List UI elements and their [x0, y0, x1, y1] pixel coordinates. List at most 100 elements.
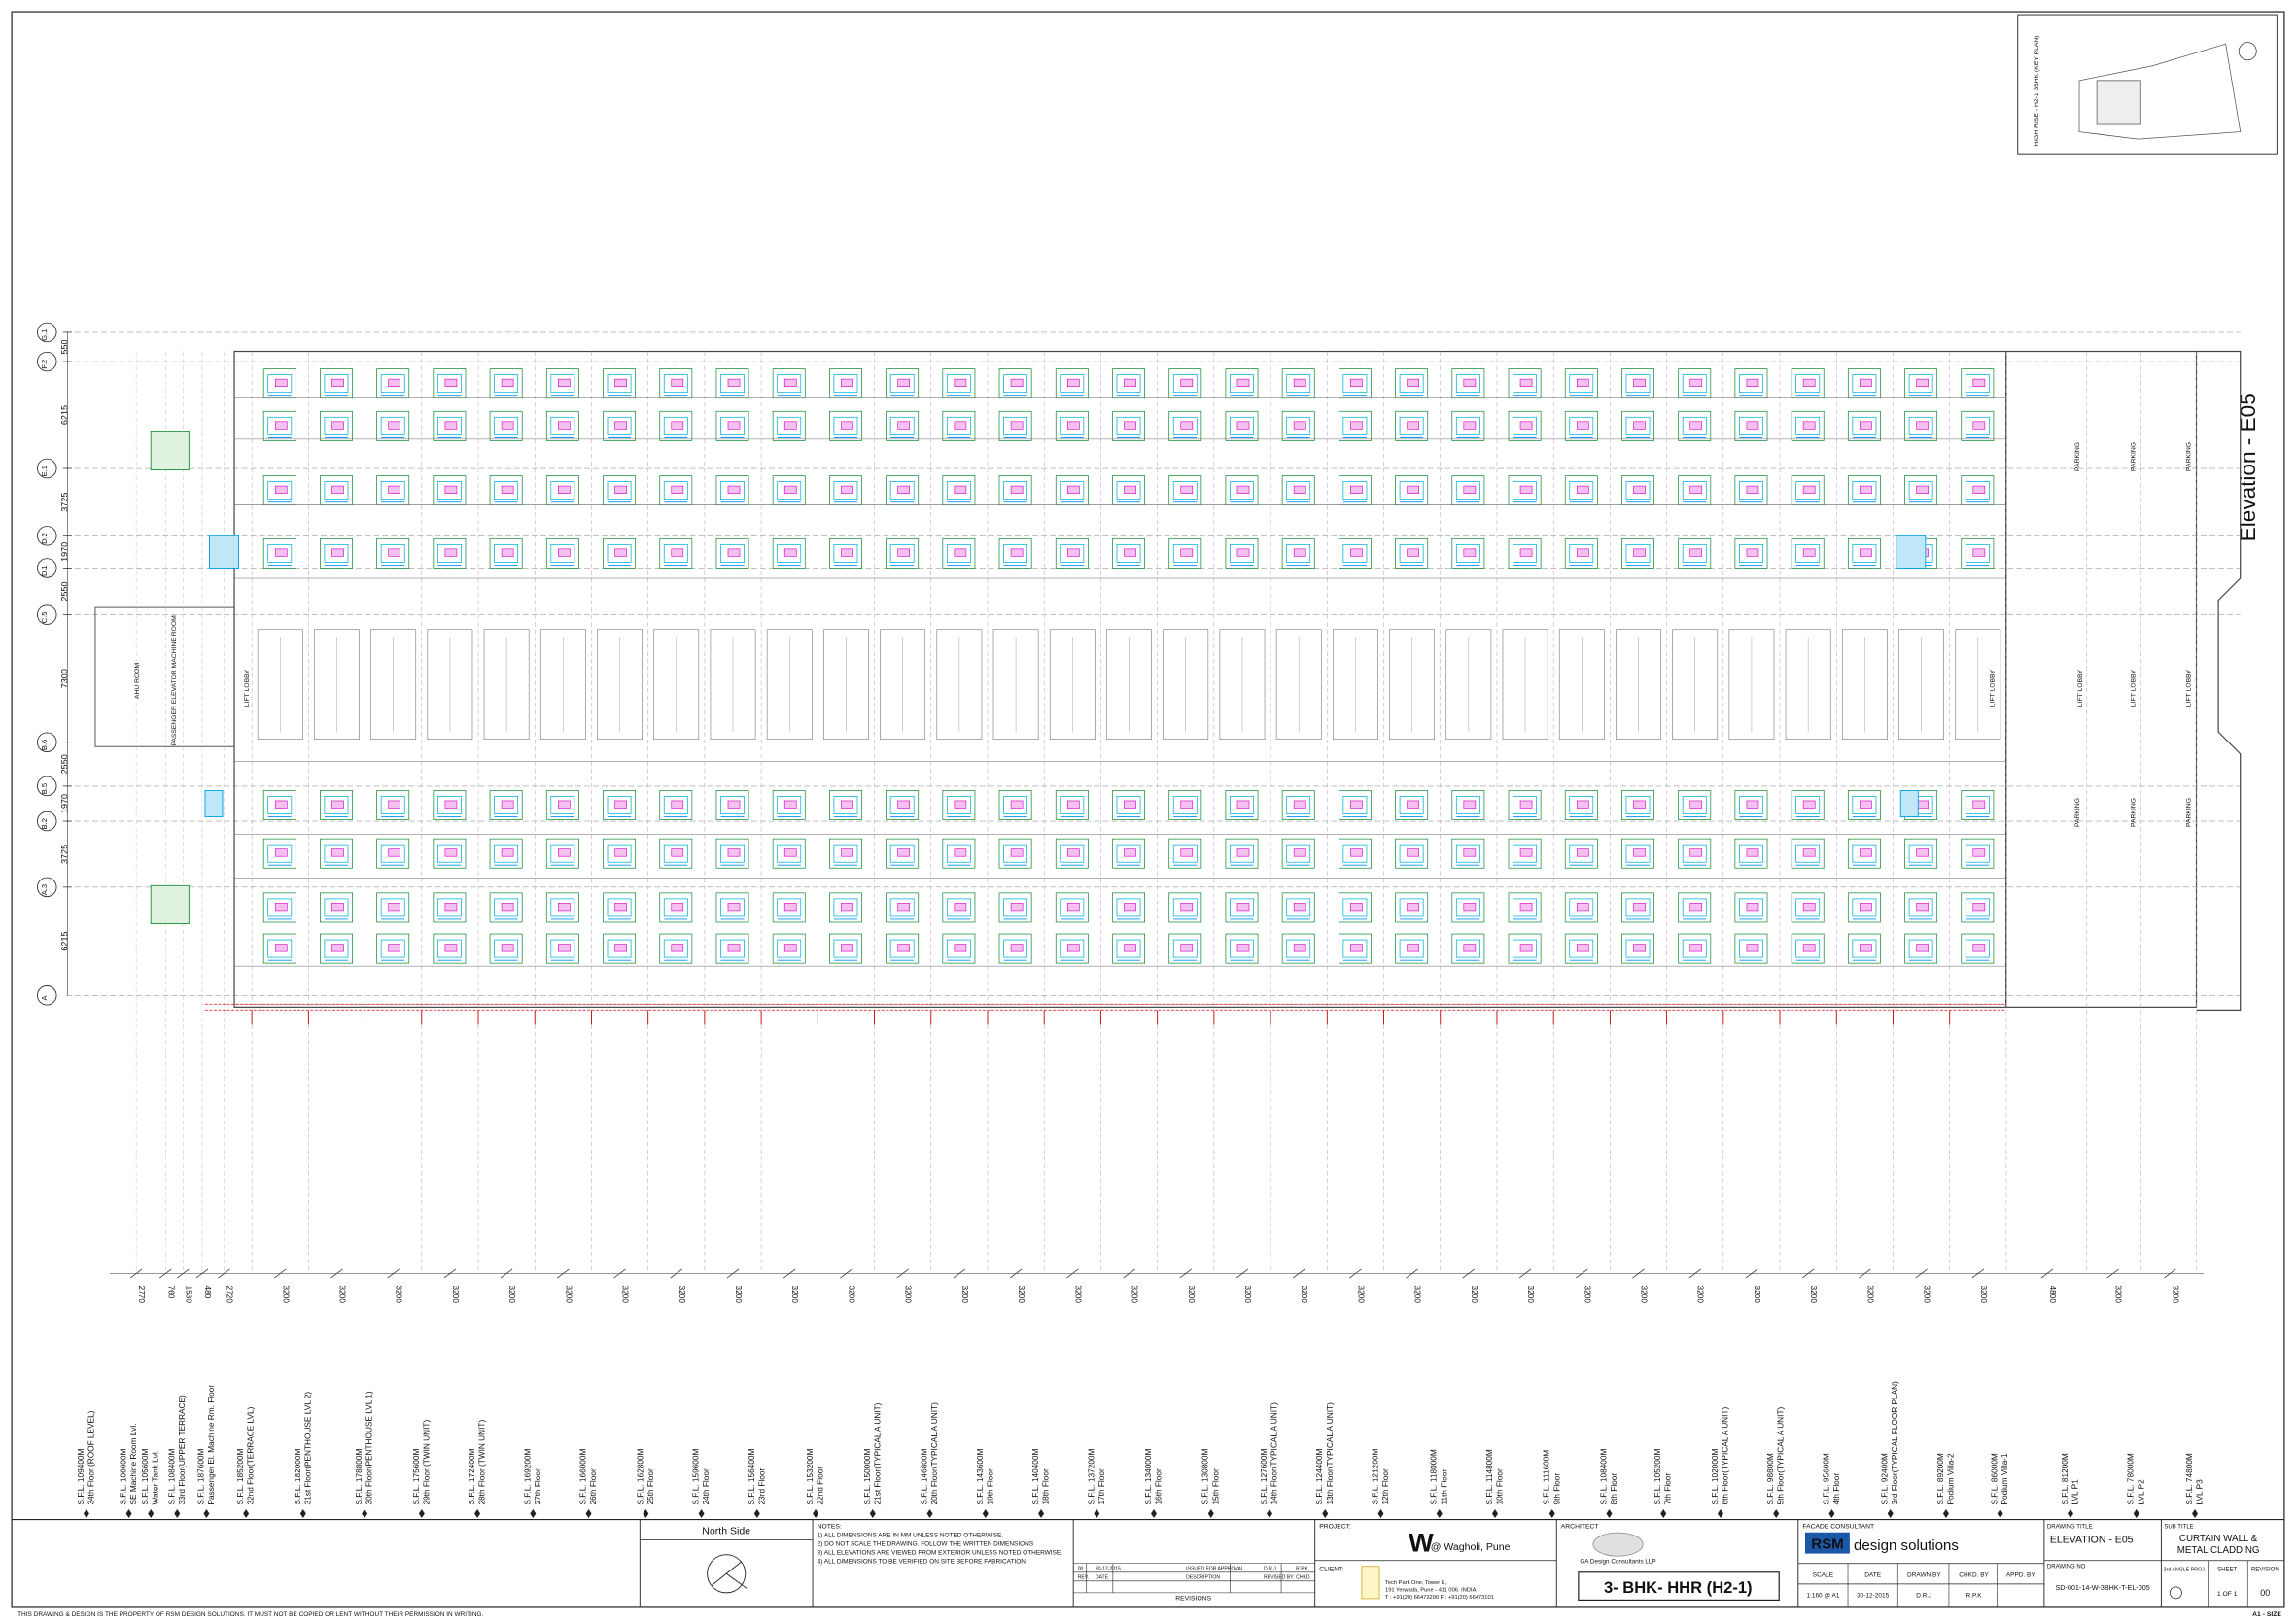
panel — [1802, 903, 1816, 912]
floor-level: S.F.L. 140400M — [1031, 1448, 1040, 1504]
floor-level: S.F.L. 137200M — [1087, 1448, 1096, 1504]
window-unit — [262, 892, 296, 923]
floor-name: Passenger El. Machine Rm. Floor — [207, 1385, 216, 1505]
window-unit — [1621, 838, 1654, 869]
column-dimension: 3200 — [734, 1286, 743, 1304]
panel — [1010, 800, 1024, 809]
glazing — [1286, 416, 1311, 435]
panel — [1407, 903, 1419, 912]
level-marker — [1828, 1509, 1835, 1519]
dimension-tick — [783, 1268, 796, 1279]
glazing — [1342, 796, 1368, 814]
panel — [1463, 944, 1477, 952]
client-label: CLIENT: — [1319, 1566, 1343, 1572]
room-label: LIFT LOBBY — [244, 669, 251, 707]
level-marker — [299, 1509, 306, 1519]
panel — [1633, 421, 1646, 430]
glazing — [1965, 844, 1990, 863]
grid-bubble — [37, 351, 57, 372]
panel — [1236, 903, 1250, 912]
glazing — [663, 481, 688, 500]
floor-level: S.F.L. 86000M — [1991, 1453, 2000, 1504]
window-unit — [1847, 537, 1881, 569]
grid-bubble — [37, 604, 57, 625]
panel — [1746, 800, 1759, 809]
panel — [1350, 800, 1363, 809]
glazing — [833, 939, 858, 958]
window-unit — [886, 537, 920, 569]
glazing — [1399, 543, 1424, 563]
glazing — [1625, 898, 1651, 917]
glazing — [1852, 939, 1877, 958]
glazing — [1513, 374, 1538, 394]
glazing — [777, 481, 802, 500]
dimension-tick — [1066, 1268, 1079, 1279]
window-unit — [659, 790, 693, 820]
glazing — [1399, 898, 1424, 917]
building-label: 3- BHK- HHR (H2-1) — [1604, 1578, 1753, 1597]
floor-level: S.F.L. 92400M — [1881, 1453, 1890, 1504]
panel — [1293, 421, 1306, 430]
column-dimension: 3200 — [1923, 1286, 1931, 1304]
subtitle: METAL CLADDING — [2177, 1545, 2260, 1556]
floor-level: S.F.L. 150000M — [863, 1448, 872, 1504]
window-unit — [376, 790, 410, 820]
panel — [501, 548, 514, 557]
window-unit — [1168, 410, 1202, 441]
panel — [1010, 378, 1024, 387]
glazing — [436, 481, 462, 500]
info-header: DRAWN BY — [1907, 1571, 1941, 1578]
room-label: PARKING — [2130, 798, 2137, 827]
window-unit — [1225, 537, 1259, 569]
panel — [1463, 485, 1477, 494]
grid-bubble — [37, 985, 57, 1006]
revision-cell: D.R.J — [1264, 1567, 1276, 1572]
core-bay — [1502, 629, 1548, 740]
glazing — [267, 543, 293, 563]
core-bay — [992, 629, 1039, 740]
window-unit — [772, 537, 806, 569]
glazing — [324, 844, 349, 863]
column-dimension: 480 — [203, 1286, 212, 1299]
glazing — [1795, 796, 1821, 814]
floor-name: Podium Villa-1 — [2000, 1453, 2009, 1505]
window-unit — [659, 933, 693, 964]
panel — [444, 421, 458, 430]
window-unit — [1112, 892, 1145, 923]
floor-level: S.F.L. 78000M — [2127, 1453, 2136, 1504]
floor-name: Water Tank Lvl. — [152, 1450, 160, 1505]
panel — [727, 903, 741, 912]
key-plan-title: HIGH RISE - H2-1 3BHK (KEY PLAN) — [2034, 35, 2040, 146]
panel — [1633, 903, 1646, 912]
glazing — [1399, 374, 1424, 394]
info-value: 1:160 @ A1 — [1806, 1592, 1839, 1599]
glazing — [1908, 939, 1933, 958]
glazing — [1342, 898, 1368, 917]
panel — [1860, 485, 1872, 494]
glazing — [436, 844, 462, 863]
glazing — [1455, 939, 1480, 958]
glazing — [1569, 481, 1594, 500]
glazing — [1003, 939, 1028, 958]
panel — [1350, 485, 1363, 494]
window-unit — [1508, 892, 1542, 923]
level-marker — [2067, 1509, 2073, 1519]
floor-name: 10th Floor — [1496, 1468, 1505, 1504]
glazing — [720, 898, 745, 917]
core-bay — [1275, 629, 1322, 740]
panel — [897, 848, 910, 857]
glazing — [1230, 374, 1254, 394]
glazing — [1908, 416, 1933, 435]
glazing — [1965, 416, 1990, 435]
dimension-tick — [443, 1268, 457, 1279]
glazing — [889, 898, 915, 917]
glazing — [1455, 374, 1480, 394]
window-unit — [772, 838, 806, 869]
window-unit — [545, 410, 579, 441]
floor-name: 20th Floor(TYPICAL A UNIT) — [930, 1402, 939, 1505]
window-unit — [998, 537, 1032, 569]
floor-name: 31st Floor(PENTHOUSE LVL 2) — [303, 1392, 312, 1505]
info-value: D.R.J — [1916, 1592, 1931, 1599]
glazing — [663, 796, 688, 814]
panel — [388, 944, 401, 952]
